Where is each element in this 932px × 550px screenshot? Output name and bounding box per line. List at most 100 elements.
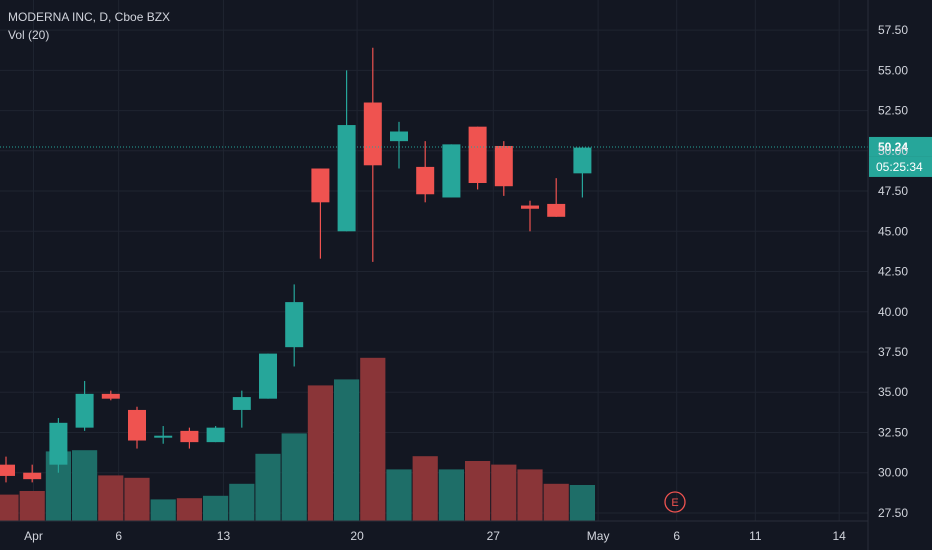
candle[interactable] [75,380,94,431]
current-price-tag [869,136,932,157]
y-tick-label: 40.00 [878,305,908,319]
chart-legend: MODERNA INC, D, Cboe BZX Vol (20) [8,8,170,44]
candles [0,47,592,483]
axes: 57.50 55.00 52.50 50.00 47.50 45.00 42.50 40.00… [0,0,908,550]
candle-body [259,353,277,399]
candle-body [154,435,173,438]
candle-body [75,393,94,428]
y-tick-label: 27.50 [878,506,908,520]
volume-bar [124,477,150,521]
volume-bar [19,491,45,521]
candle-body [416,166,435,195]
x-tick-label: 14 [832,529,846,543]
y-tick-label: 30.00 [878,466,908,480]
candle[interactable] [101,390,120,401]
candle[interactable] [468,126,487,190]
candle-body [468,126,487,183]
candle-body [573,147,592,174]
candle-body [547,203,566,217]
volume-bar [0,494,19,521]
candle-body [49,422,68,465]
y-tick-label: 47.50 [878,184,908,198]
candle-body [206,427,225,443]
candle[interactable] [547,178,566,217]
countdown-label: 05:25:34 [876,160,923,174]
x-tick-label: 27 [487,529,501,543]
x-tick-label: 20 [350,529,364,543]
candle[interactable] [49,417,68,473]
volume-bar [517,469,543,521]
candle[interactable] [154,426,173,444]
candle-body [442,144,461,198]
y-tick-label: 32.50 [878,425,908,439]
y-tick-label: 35.00 [878,385,908,399]
earnings-marker[interactable]: E [664,491,686,513]
candle[interactable] [128,406,146,449]
y-tick-label: 57.50 [878,23,908,37]
candle[interactable] [232,390,251,428]
y-tick-label: 42.50 [878,265,908,279]
candle[interactable] [363,47,382,262]
volume-bar [386,469,412,521]
candle[interactable] [285,284,304,367]
current-price-label: 50.24 [878,140,908,154]
candle[interactable] [416,141,435,203]
candle-body [180,430,199,443]
volume-bar [543,483,569,521]
candle[interactable] [259,353,277,399]
earnings-circle-icon [664,491,686,513]
x-tick-label: May [587,529,610,543]
volume-bar [569,485,595,521]
candle[interactable] [390,121,408,169]
volume-indicator-label[interactable]: Vol (20) [8,28,50,42]
candle-body [0,464,15,476]
candle-body [128,409,146,441]
y-tick-label: 55.00 [878,63,908,77]
candle[interactable] [494,141,513,196]
candle-body [311,168,330,203]
candle-body [232,397,251,410]
volume-bar [438,469,464,521]
candle-body [285,302,304,348]
symbol-title[interactable]: MODERNA INC, D, Cboe BZX [8,10,171,24]
grid-lines [0,0,868,521]
candle[interactable] [337,70,356,232]
price-line: 50.24 05:25:34 E [0,136,932,513]
candle[interactable] [0,456,15,483]
y-tick-label: 50.00 [878,144,908,158]
candle-body [390,131,408,142]
volume-bar [150,499,176,521]
volume-bar [203,495,229,521]
candle[interactable] [573,147,592,198]
volume-bar [176,498,202,521]
candle[interactable] [206,426,225,443]
volume-bar [491,464,517,521]
volume-bar [281,433,307,521]
countdown-tag [869,156,932,177]
y-tick-label: 37.50 [878,345,908,359]
candle-body [494,145,513,187]
volume-bar [465,461,491,521]
x-tick-label: 13 [217,529,231,543]
volume-bar [334,379,360,521]
y-tick-label: 52.50 [878,104,908,118]
volume-bar [72,450,98,521]
candle[interactable] [521,200,539,232]
candle-body [101,393,120,399]
y-tick-label: 45.00 [878,224,908,238]
candle[interactable] [180,427,199,449]
volume-bar [307,385,333,521]
candle-body [23,472,42,480]
candle-body [337,125,356,232]
x-tick-label: 11 [749,529,762,543]
candle[interactable] [311,168,330,259]
volume-bar [229,483,255,521]
candle[interactable] [23,464,42,483]
volume-bar [412,456,438,521]
volume-bar [360,357,386,521]
candle-body [521,205,539,209]
candle[interactable] [442,144,461,198]
x-tick-label: Apr [24,529,43,543]
